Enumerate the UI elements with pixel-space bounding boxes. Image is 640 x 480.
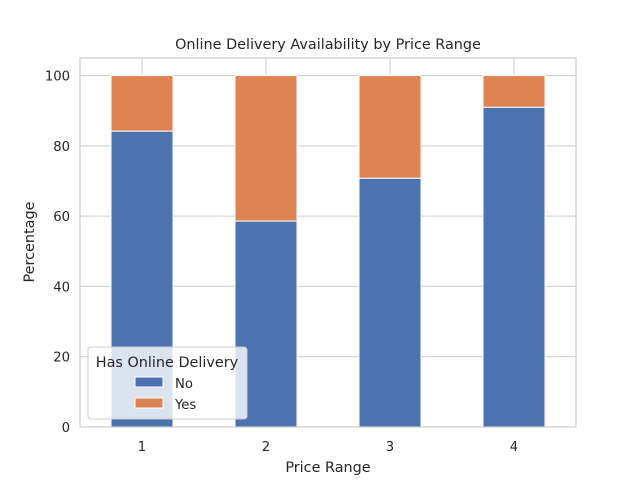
x-axis-label: Price Range: [285, 460, 370, 476]
x-tick-labels: 1 2 3 4: [138, 440, 518, 455]
y-tick-label: 60: [53, 210, 70, 225]
legend-swatch-yes: [134, 397, 164, 409]
legend-title: Has Online Delivery: [96, 355, 239, 371]
legend: Has Online Delivery No Yes: [87, 346, 248, 420]
y-axis-label: Percentage: [22, 201, 38, 282]
y-tick-label: 80: [53, 140, 70, 155]
bar-yes-1: [110, 75, 174, 132]
legend-frame: [87, 346, 248, 420]
bar-yes-3: [358, 75, 422, 179]
x-tick-label: 4: [510, 440, 518, 455]
y-tick-labels: 0 20 40 60 80 100: [45, 70, 70, 436]
legend-swatch-no: [134, 376, 164, 388]
plot-frame: [79, 57, 577, 428]
y-tick-label: 20: [53, 351, 70, 366]
chart-title: Online Delivery Availability by Price Ra…: [175, 37, 481, 53]
bar-no-3: [358, 177, 422, 428]
bar-yes-4: [482, 75, 546, 108]
x-tick-label: 2: [262, 440, 270, 455]
bar-no-4: [482, 106, 546, 428]
x-tick-label: 3: [386, 440, 394, 455]
y-tick-label: 100: [45, 70, 70, 85]
x-tick-label: 1: [138, 440, 146, 455]
legend-label-no: No: [175, 377, 193, 392]
bar-yes-2: [234, 75, 298, 222]
y-tick-label: 0: [62, 421, 70, 436]
y-tick-label: 40: [53, 280, 70, 295]
legend-label-yes: Yes: [174, 398, 196, 413]
